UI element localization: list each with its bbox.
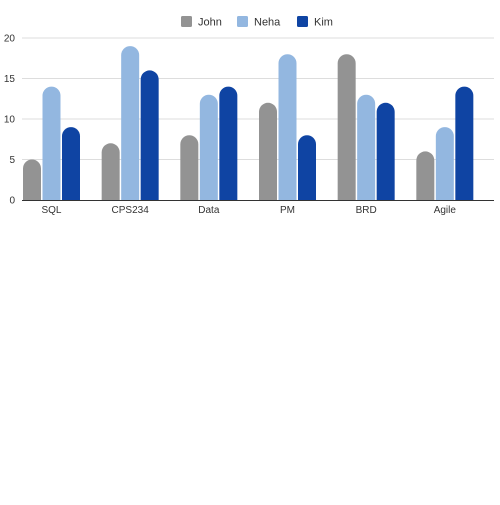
x-tick-label: BRD bbox=[356, 205, 377, 216]
bar-kim-data bbox=[219, 86, 238, 200]
bar-kim-cps234 bbox=[140, 70, 159, 201]
bar-kim-brd bbox=[376, 102, 395, 200]
y-tick-label: 10 bbox=[4, 115, 16, 126]
bar-john-brd bbox=[337, 54, 356, 200]
bar-john-agile bbox=[416, 151, 435, 200]
x-tick-label: SQL bbox=[41, 205, 61, 216]
y-tick-label: 0 bbox=[9, 196, 15, 207]
bars bbox=[23, 46, 474, 201]
x-tick-label: Agile bbox=[434, 205, 457, 216]
legend-swatch-john bbox=[181, 16, 192, 27]
x-tick-label: PM bbox=[280, 205, 295, 216]
y-axis-ticks: 0 5 10 15 20 bbox=[4, 34, 16, 207]
legend-swatch-kim bbox=[297, 16, 308, 27]
bar-john-cps234 bbox=[101, 143, 120, 200]
y-tick-label: 15 bbox=[4, 74, 16, 85]
legend-label-kim: Kim bbox=[314, 17, 333, 29]
bar-neha-agile bbox=[435, 127, 454, 200]
y-tick-label: 5 bbox=[9, 155, 15, 166]
legend-swatch-neha bbox=[237, 16, 248, 27]
x-tick-label: Data bbox=[198, 205, 220, 216]
bar-kim-agile bbox=[455, 86, 474, 200]
bar-kim-sql bbox=[62, 127, 80, 200]
x-tick-label: CPS234 bbox=[112, 205, 150, 216]
legend: John Neha Kim bbox=[181, 16, 333, 29]
bar-neha-data bbox=[199, 94, 218, 200]
bar-john-sql bbox=[23, 159, 41, 200]
bar-kim-pm bbox=[298, 135, 316, 200]
bar-neha-cps234 bbox=[121, 46, 140, 201]
bar-neha-brd bbox=[357, 94, 376, 200]
bar-john-data bbox=[180, 135, 199, 200]
grid-lines bbox=[22, 37, 494, 160]
bar-neha-pm bbox=[278, 54, 297, 200]
legend-label-neha: Neha bbox=[254, 17, 281, 29]
y-tick-label: 20 bbox=[4, 34, 16, 45]
bar-john-pm bbox=[259, 102, 277, 200]
bar-neha-sql bbox=[42, 86, 61, 200]
x-axis: SQL CPS234 Data PM BRD Agile bbox=[22, 200, 494, 216]
legend-label-john: John bbox=[198, 17, 222, 29]
